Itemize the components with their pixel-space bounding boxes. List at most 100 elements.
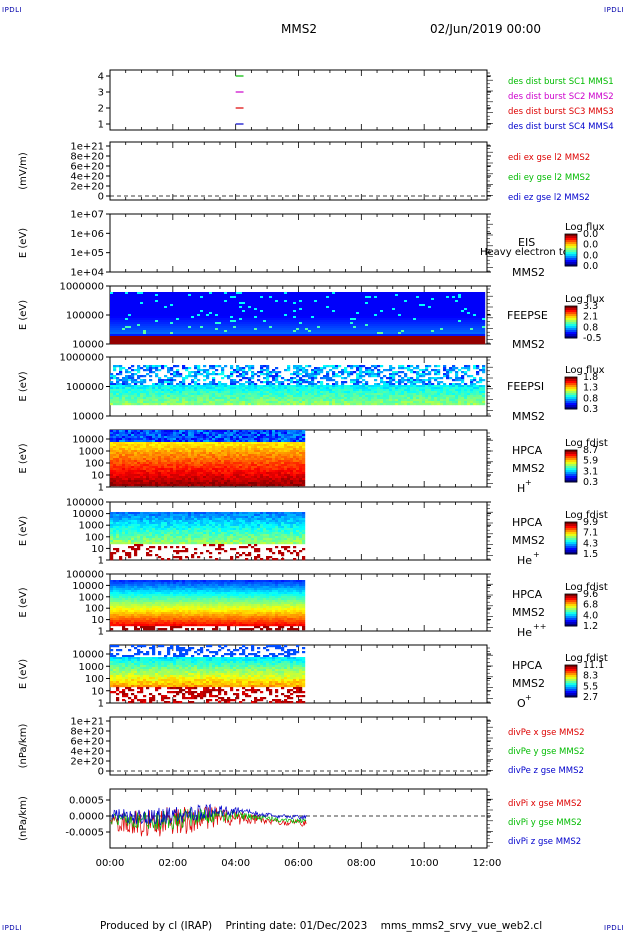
panel-feepsi-ytick-label: 10000	[72, 412, 104, 423]
footer: Produced by cl (IRAP) Printing date: 01/…	[100, 920, 542, 932]
panel-feepse-colorbar-cell	[565, 312, 577, 315]
panel-hpca_o-instrument: HPCA	[512, 659, 543, 672]
panel-hpca_hepp-colorbar-frame	[564, 593, 578, 627]
panel-availability-legend-3: des dist burst SC3 MMS3	[508, 107, 614, 117]
panel-hpca_h-colorbar-cell	[565, 452, 577, 455]
panel-hpca_he-colorbar-tick: 1.5	[583, 549, 598, 560]
panel-feepse-colorbar-cell	[565, 328, 577, 331]
panel-hpca_o-colorbar-cell	[565, 689, 577, 692]
panel-hpca_o-colorbar-cell	[565, 687, 577, 690]
panel-divpe-legend-3: divPe z gse MMS2	[508, 766, 584, 776]
corner-label-tr: IPDLI	[604, 6, 625, 14]
panel-hpca_he-ytick-label: 1	[98, 556, 104, 567]
panel-hpca_hepp-colorbar-tick: 6.8	[583, 600, 598, 611]
panel-hpca_hepp-ytick-label: 1000	[79, 592, 104, 603]
panel-hpca_o-colorbar-cell	[565, 677, 577, 680]
panel-hpca_h-ytick-label: 1	[98, 483, 104, 494]
panel-feepsi-colorbar-cell	[565, 401, 577, 404]
panel-feepsi-colorbar-cell	[565, 407, 577, 410]
panel-hpca_he-colorbar-tick: 7.1	[583, 528, 598, 539]
panel-hpca_he-spectrogram	[110, 512, 306, 561]
panel-divpi-ytick-label: -0.0005	[65, 828, 104, 839]
panel-hpca_o-colorbar-cell	[565, 673, 577, 676]
panel-hpca_h-colorbar-frame	[564, 449, 578, 483]
panel-divpi-series-3	[110, 803, 307, 826]
panel-hpca_hepp-instrument: HPCA	[512, 588, 543, 601]
panel-hpca_h-colorbar-cell	[565, 466, 577, 469]
panel-feepse-colorbar-cell	[565, 320, 577, 323]
panel-hpca_o-colorbar-cell	[565, 683, 577, 686]
panel-edi-legend-3: edi ez gse l2 MMS2	[508, 193, 590, 203]
panel-hpca_he-colorbar-cell	[565, 550, 577, 553]
panel-eis-colorbar-tick: 0.0	[583, 250, 598, 261]
panel-hpca_h-colorbar-cell	[565, 454, 577, 457]
panel-hpca_hepp-spectrogram	[110, 580, 306, 631]
panel-hpca_h-colorbar-cell	[565, 474, 577, 477]
panel-feepse-ytick-label: 10000	[72, 340, 104, 351]
panel-feepse-colorbar-cell	[565, 336, 577, 339]
panel-hpca_he-colorbar-tick: 9.9	[583, 517, 598, 528]
panel-feepse-colorbar-cell	[565, 318, 577, 321]
panel-hpca_he-ytick-label: 10	[91, 544, 104, 555]
x-tick-label: 12:00	[473, 858, 502, 869]
panel-availability-ytick-label: 4	[98, 72, 104, 83]
panel-divpe-ytick-label: 6e+20	[70, 737, 104, 748]
panel-hpca_h-colorbar-cell	[565, 450, 577, 453]
panel-eis-colorbar-cell	[565, 264, 577, 267]
panel-hpca_h-colorbar-cell	[565, 456, 577, 459]
panel-hpca_he-colorbar-cell	[565, 532, 577, 535]
panel-hpca_o-colorbar-cell	[565, 675, 577, 678]
corner-label-bl: IPDLI	[2, 924, 23, 932]
panel-hpca_he-ytick-label: 100000	[66, 498, 104, 509]
panel-hpca_o-colorbar-tick: 2.7	[583, 692, 598, 703]
panel-hpca_o-colorbar-cell	[565, 681, 577, 684]
panel-hpca_he-colorbar-cell	[565, 530, 577, 533]
panel-hpca_o-colorbar-cell	[565, 691, 577, 694]
panel-feepsi-colorbar-cell	[565, 391, 577, 394]
panel-hpca_hepp-colorbar-cell	[565, 608, 577, 611]
panel-hpca_h-colorbar-cell	[565, 472, 577, 475]
panel-hpca_he-colorbar-cell	[565, 528, 577, 531]
panel-availability-legend-4: des dist burst SC4 MMS4	[508, 122, 614, 132]
panel-hpca_he-colorbar-cell	[565, 540, 577, 543]
panel-hpca_o-colorbar-cell	[565, 669, 577, 672]
panel-hpca_o-colorbar-frame	[564, 664, 578, 698]
panel-hpca_h-ylabel: E (eV)	[18, 443, 29, 473]
panel-hpca_h-colorbar-tick: 3.1	[583, 466, 598, 477]
panel-divpi-legend-3: divPi z gse MMS2	[508, 837, 581, 847]
panel-availability-ytick-label: 2	[98, 104, 104, 115]
panel-hpca_o-spacecraft: MMS2	[512, 677, 545, 690]
panel-hpca_he-colorbar-cell	[565, 552, 577, 555]
panel-feepsi-colorbar-cell	[565, 395, 577, 398]
panel-feepse-instrument: FEEPSE	[507, 309, 548, 322]
panel-edi-ytick-label: 8e+20	[70, 152, 104, 163]
panel-hpca_h-colorbar-title: Log fdist	[565, 438, 608, 449]
panel-hpca_h-colorbar-cell	[565, 458, 577, 461]
panel-hpca_h-ytick-label: 100	[85, 459, 104, 470]
panel-feepse-colorbar-tick: -0.5	[583, 333, 602, 344]
panel-edi-ytick-label: 4e+20	[70, 172, 104, 183]
panel-hpca_h-colorbar-cell	[565, 462, 577, 465]
panel-hpca_o-ytick-label: 10000	[72, 650, 104, 661]
panel-hpca_h-colorbar-cell	[565, 476, 577, 479]
panel-hpca_h-colorbar-tick: 5.9	[583, 456, 598, 467]
panel-hpca_he-ytick-label: 10000	[72, 509, 104, 520]
panel-hpca_he-colorbar-cell	[565, 526, 577, 529]
panel-eis-colorbar-cell	[565, 254, 577, 257]
panel-feepsi-colorbar-cell	[565, 405, 577, 408]
panel-hpca_hepp-ytick-label: 1	[98, 627, 104, 638]
panel-feepsi-colorbar-cell	[565, 389, 577, 392]
panel-hpca_he-colorbar-cell	[565, 546, 577, 549]
panel-hpca_he-ylabel: E (eV)	[18, 516, 29, 546]
panel-hpca_he-instrument: HPCA	[512, 516, 543, 529]
panel-hpca_hepp-ytick-label: 10000	[72, 581, 104, 592]
panel-hpca_hepp-ylabel: E (eV)	[18, 587, 29, 617]
panel-eis-colorbar-cell	[565, 248, 577, 251]
panel-hpca_hepp-colorbar-tick: 1.2	[583, 621, 598, 632]
panel-divpe-legend-1: divPe x gse MMS2	[508, 728, 585, 738]
panel-availability-legend-2: des dist burst SC2 MMS2	[508, 92, 614, 102]
panel-divpi-legend-1: divPi x gse MMS2	[508, 799, 582, 809]
panel-availability-ytick-label: 1	[98, 120, 104, 131]
panel-edi-ytick-label: 1e+21	[70, 142, 104, 153]
panel-divpe-frame	[109, 716, 488, 776]
